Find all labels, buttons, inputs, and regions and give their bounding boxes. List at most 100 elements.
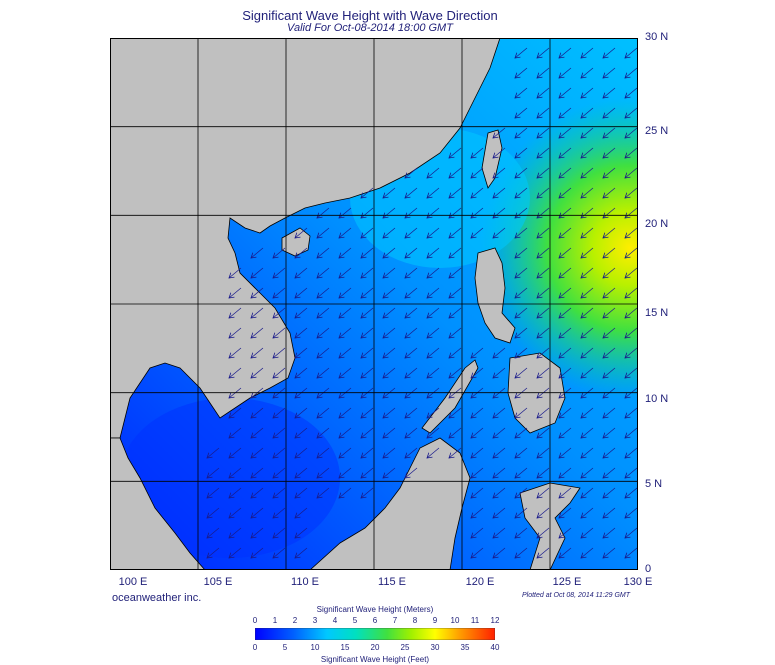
credit-text: oceanweather inc.	[112, 592, 202, 604]
wave-arrow	[317, 487, 330, 498]
wave-arrow	[493, 467, 506, 478]
wave-arrow	[229, 367, 242, 378]
wave-arrow	[471, 187, 484, 198]
wave-arrow	[317, 367, 330, 378]
wave-arrow	[581, 407, 594, 418]
wave-arrow	[515, 267, 528, 278]
wave-arrow	[603, 147, 616, 158]
wave-arrow	[317, 347, 330, 358]
wave-arrow	[625, 307, 638, 318]
wave-arrow	[229, 327, 242, 338]
wave-arrow	[625, 147, 638, 158]
wave-arrow	[559, 327, 572, 338]
wave-arrow	[559, 487, 572, 498]
lat-label-20n: 20 N	[645, 218, 669, 230]
wave-arrow	[493, 167, 506, 178]
wave-arrow	[361, 267, 374, 278]
wave-arrow	[273, 547, 286, 558]
wave-arrow	[559, 547, 572, 558]
wave-arrow	[537, 367, 550, 378]
wave-arrow	[339, 427, 352, 438]
wave-arrow	[515, 347, 528, 358]
wave-arrow	[383, 287, 396, 298]
wave-arrow	[537, 547, 550, 558]
colorbar-meter-tick: 7	[392, 616, 398, 625]
wave-arrow	[581, 487, 594, 498]
wave-arrow	[515, 187, 528, 198]
wave-arrow	[207, 527, 220, 538]
wave-arrow	[581, 467, 594, 478]
wave-arrow	[383, 207, 396, 218]
wave-arrow	[581, 207, 594, 218]
wave-arrow	[625, 547, 638, 558]
wave-arrow	[581, 527, 594, 538]
wave-arrow	[251, 527, 264, 538]
wave-arrow	[361, 347, 374, 358]
wave-arrow	[471, 507, 484, 518]
wave-arrow	[625, 227, 638, 238]
wave-arrow	[251, 547, 264, 558]
wave-arrow	[625, 467, 638, 478]
wave-arrow	[515, 127, 528, 138]
colorbar-feet-tick: 20	[370, 643, 380, 652]
wave-arrow	[273, 267, 286, 278]
wave-arrow	[405, 227, 418, 238]
wave-arrow	[405, 207, 418, 218]
wave-arrow	[295, 327, 308, 338]
wave-arrow	[383, 307, 396, 318]
wave-arrow	[449, 187, 462, 198]
wave-arrow	[339, 247, 352, 258]
wave-arrow	[273, 347, 286, 358]
wave-arrow	[537, 487, 550, 498]
wave-arrow	[295, 247, 308, 258]
wave-arrow	[339, 487, 352, 498]
wave-arrow	[625, 487, 638, 498]
wave-arrow	[339, 267, 352, 278]
wave-arrow	[427, 167, 440, 178]
wave-arrow	[251, 427, 264, 438]
wave-arrow	[405, 307, 418, 318]
wave-arrow	[493, 207, 506, 218]
wave-arrow	[471, 167, 484, 178]
wave-arrow	[229, 347, 242, 358]
colorbar-feet-tick: 35	[460, 643, 470, 652]
wave-arrow	[339, 207, 352, 218]
wave-arrow	[449, 347, 462, 358]
wave-arrow	[273, 287, 286, 298]
wave-arrow	[295, 507, 308, 518]
wave-arrow	[361, 367, 374, 378]
wave-arrow	[471, 347, 484, 358]
wave-arrow	[273, 307, 286, 318]
wave-arrow	[273, 527, 286, 538]
wave-arrow	[603, 407, 616, 418]
wave-arrow	[405, 167, 418, 178]
wave-arrow	[493, 507, 506, 518]
wave-arrow	[493, 367, 506, 378]
wave-arrow	[581, 367, 594, 378]
wave-arrow	[449, 407, 462, 418]
wave-arrow	[405, 347, 418, 358]
wave-arrow	[251, 307, 264, 318]
wave-arrow	[427, 427, 440, 438]
wave-arrow	[515, 287, 528, 298]
wave-arrow	[405, 267, 418, 278]
wave-arrow	[317, 207, 330, 218]
wave-arrow	[625, 207, 638, 218]
wave-arrow	[229, 487, 242, 498]
map-frame	[110, 38, 638, 570]
wave-arrow	[537, 47, 550, 58]
wave-arrow	[603, 527, 616, 538]
wave-arrow	[537, 147, 550, 158]
wave-arrow	[317, 227, 330, 238]
wave-arrow	[339, 407, 352, 418]
wave-arrow	[449, 207, 462, 218]
colorbar-feet-tick: 25	[400, 643, 410, 652]
colorbar-feet-tick: 0	[252, 643, 258, 652]
wave-arrow	[361, 447, 374, 458]
wave-arrow	[471, 487, 484, 498]
wave-arrow	[515, 547, 528, 558]
wave-arrow	[207, 487, 220, 498]
wave-arrow	[295, 347, 308, 358]
wave-arrow	[537, 507, 550, 518]
wave-arrow	[471, 207, 484, 218]
